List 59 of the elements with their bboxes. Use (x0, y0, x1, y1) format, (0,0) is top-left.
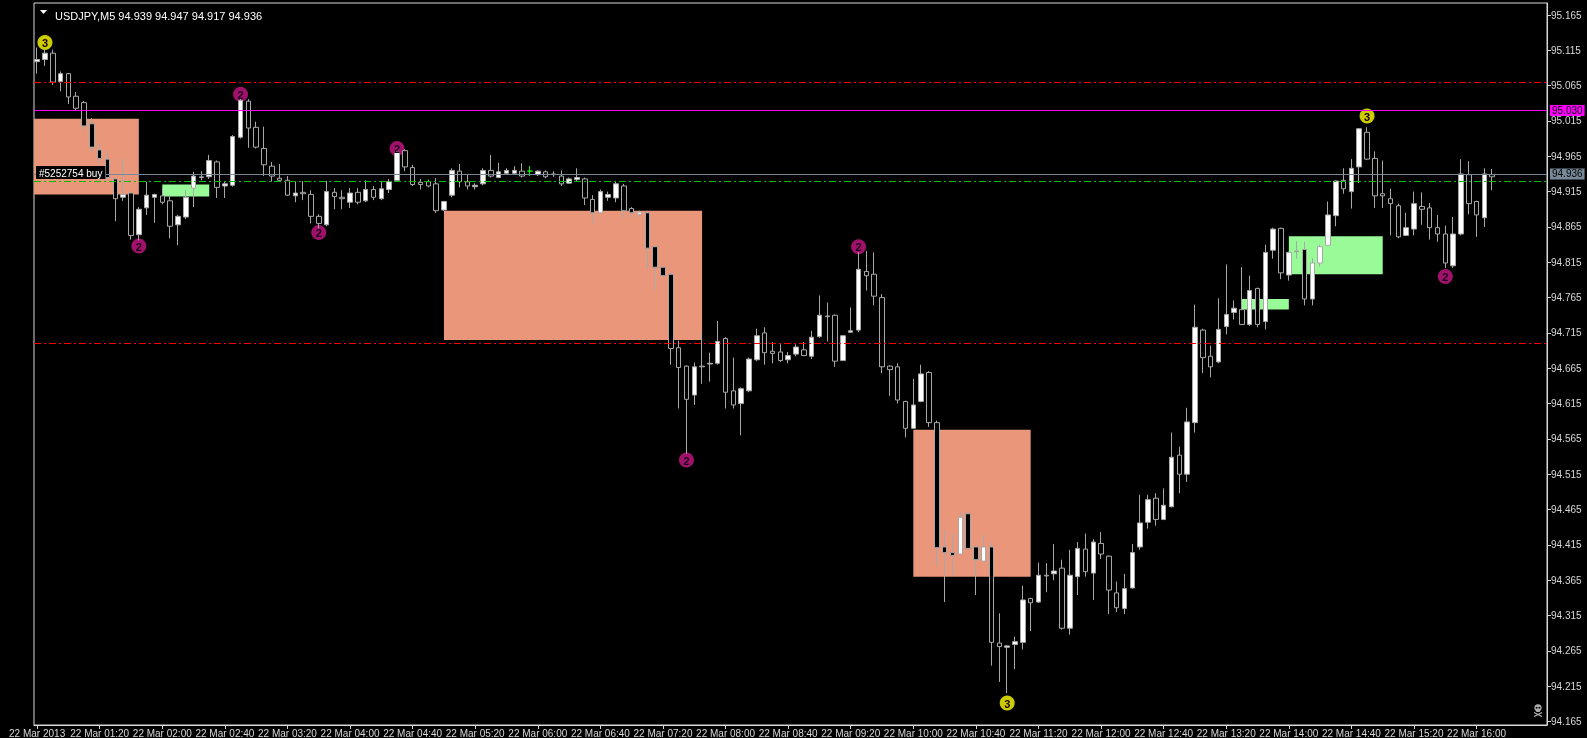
annotation: 2 (1442, 270, 1449, 283)
x-tick-label: 22 Mar 12:00 (1071, 727, 1131, 738)
y-tick-label: 95.015 (1551, 115, 1583, 127)
annotation: 3 (41, 37, 49, 50)
x-tick-label: 22 Mar 07:20 (633, 727, 693, 738)
y-tick-label: 94.215 (1551, 680, 1583, 692)
y-tick-label: 94.265 (1551, 645, 1583, 657)
annotation: 3 (1004, 697, 1011, 710)
x-tick-label: 22 Mar 11:20 (1009, 727, 1069, 738)
x-tick-label: 22 Mar 03:20 (258, 727, 318, 738)
y-tick-label: 94.515 (1551, 468, 1583, 480)
ref-line-label: 95.030 (1552, 104, 1584, 116)
x-tick-label: 22 Mar 04:00 (320, 727, 380, 738)
x-tick-label: 22 Mar 08:40 (758, 727, 819, 738)
x-tick-label: 22 Mar 13:20 (1196, 727, 1257, 738)
x-tick-label: 22 Mar 02:00 (132, 727, 193, 738)
annotation: 2 (315, 227, 322, 240)
x-tick-label: 22 Mar 16:00 (1447, 727, 1507, 738)
y-tick-label: 94.665 (1551, 362, 1583, 374)
x-tick-label: 22 Mar 06:00 (508, 727, 568, 738)
x-tick-label: 22 Mar 04:40 (383, 727, 443, 738)
annotation: 2 (855, 241, 862, 254)
annotation: 2 (683, 454, 690, 467)
x-tick-label: 22 Mar 14:40 (1321, 727, 1382, 738)
x-tick-label: 22 Mar 06:40 (570, 727, 631, 738)
y-tick-label: 95.165 (1551, 9, 1583, 21)
x-tick-label: 22 Mar 02:40 (195, 727, 255, 738)
ref-line-label: 94.936 (1552, 168, 1584, 180)
y-tick-label: 94.165 (1551, 715, 1583, 727)
y-tick-label: 94.365 (1551, 574, 1583, 586)
x-tick-label: 22 Mar 10:00 (883, 727, 944, 738)
y-tick-label: 94.715 (1551, 327, 1583, 339)
x-tick-label: 22 Mar 08:00 (696, 727, 756, 738)
y-tick-label: 94.415 (1551, 539, 1583, 551)
y-tick-label: 94.765 (1551, 292, 1583, 304)
y-tick-label: 94.965 (1551, 150, 1583, 162)
x-tick-label: 22 Mar 10:40 (946, 727, 1006, 738)
x-tick-label: 22 Mar 05:20 (445, 727, 506, 738)
annotation: 2 (393, 143, 401, 156)
x-tick-label: 22 Mar 2013 (9, 727, 66, 738)
x-tick-label: 22 Mar 15:20 (1384, 727, 1444, 738)
annotation: 2 (135, 240, 142, 253)
annotation: 2 (237, 88, 244, 101)
y-tick-label: 94.615 (1551, 398, 1583, 410)
y-tick-label: 94.815 (1551, 256, 1583, 268)
y-tick-label: 95.115 (1551, 44, 1582, 56)
y-tick-label: 94.315 (1551, 610, 1583, 621)
y-tick-label: 94.465 (1551, 504, 1583, 516)
text: USDJPY,M5 94.939 94.947 94.917 94.936 (55, 9, 263, 22)
x-tick-label: 22 Mar 14:00 (1259, 727, 1319, 738)
x-tick-label: 22 Mar 01:20 (70, 727, 130, 738)
y-tick-label: 94.865 (1551, 221, 1583, 233)
y-tick-label: 94.915 (1551, 186, 1583, 198)
x-tick-label: 22 Mar 12:40 (1134, 727, 1194, 738)
ref-line-label: #5252754 buy (39, 167, 103, 179)
x-tick-label: 22 Mar 09:20 (821, 727, 881, 738)
y-tick-label: 95.065 (1551, 80, 1583, 92)
annotation: 3 (1364, 110, 1371, 123)
y-tick-label: 94.565 (1551, 433, 1583, 445)
